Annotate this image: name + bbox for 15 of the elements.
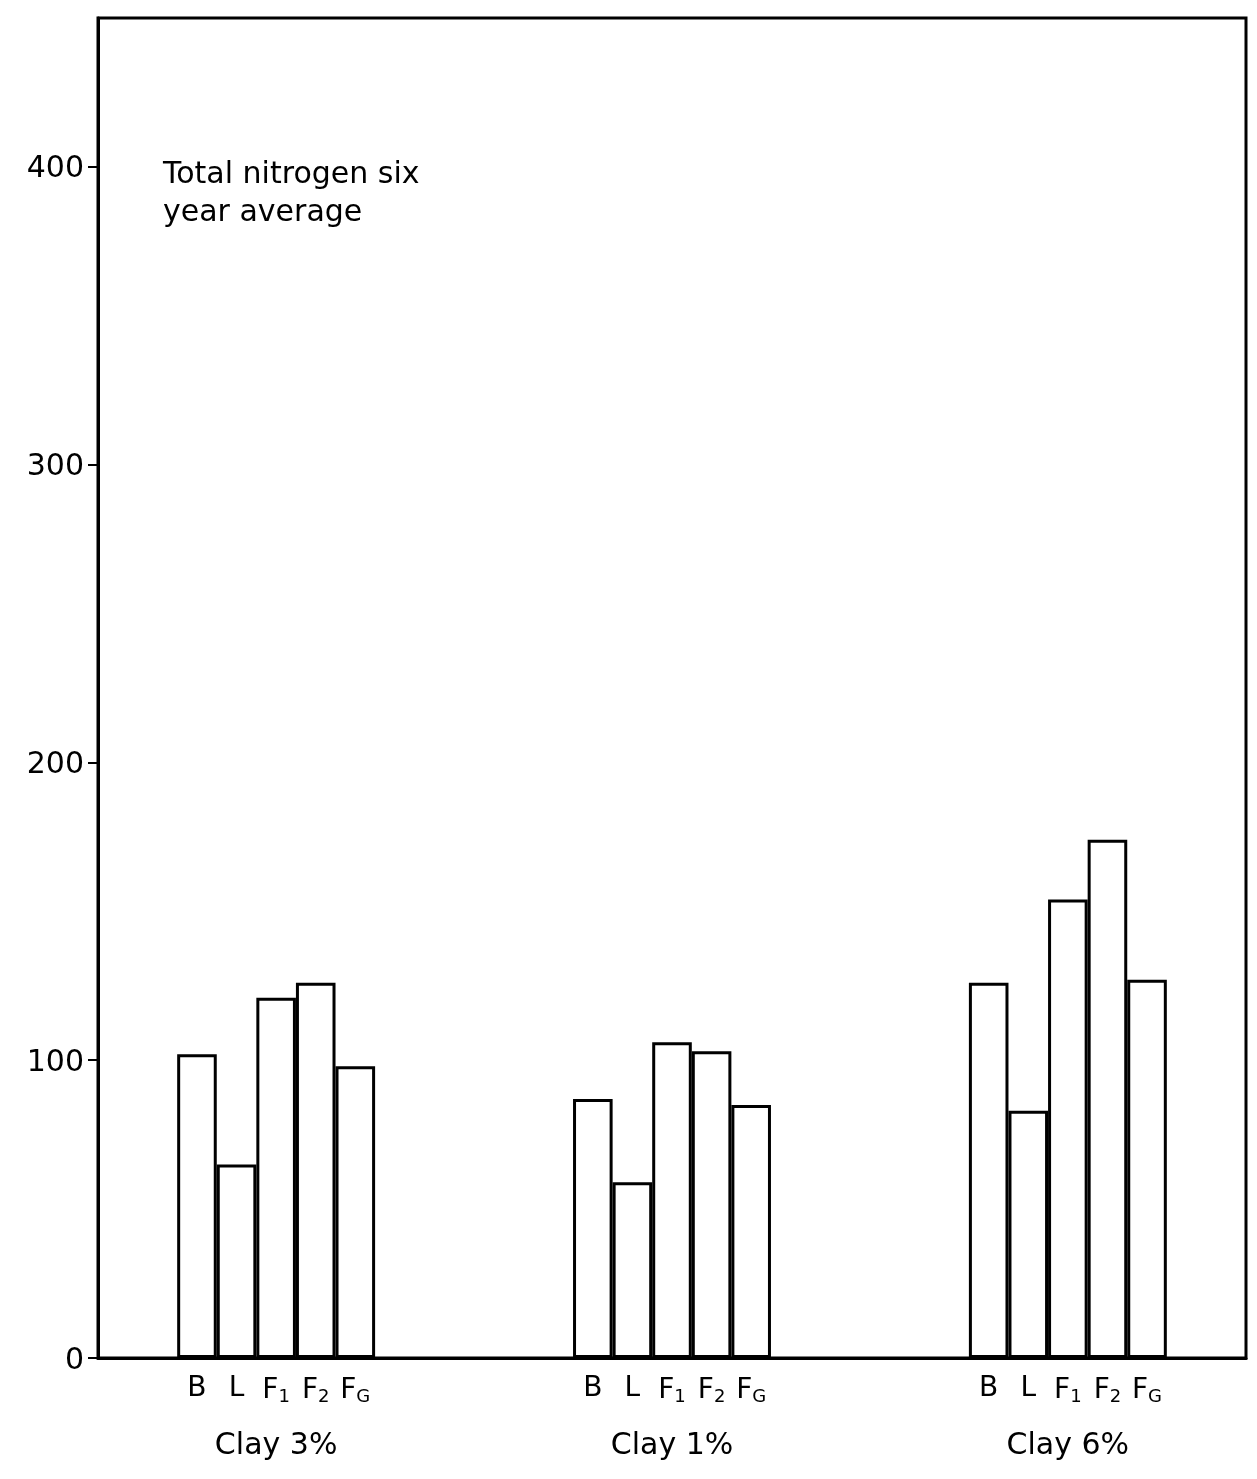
x-tick-label: B <box>583 1369 603 1403</box>
y-tick-label: 200 <box>26 744 84 780</box>
y-tick-label: 400 <box>26 149 84 185</box>
y-tick-label: 300 <box>26 447 84 483</box>
x-tick-label: L <box>228 1369 245 1403</box>
x-tick-label: B <box>187 1369 207 1403</box>
x-tick-label: B <box>979 1369 999 1403</box>
x-tick-label: L <box>1020 1369 1037 1403</box>
y-tick-label: 100 <box>26 1042 84 1078</box>
text: Clay 3% <box>214 1425 338 1461</box>
y-tick-label: 0 <box>64 1340 84 1376</box>
text: Clay 1% <box>610 1425 734 1461</box>
text: Total nitrogen six year average <box>162 154 430 228</box>
text: Clay 6% <box>1006 1425 1130 1461</box>
x-tick-label: L <box>624 1369 641 1403</box>
